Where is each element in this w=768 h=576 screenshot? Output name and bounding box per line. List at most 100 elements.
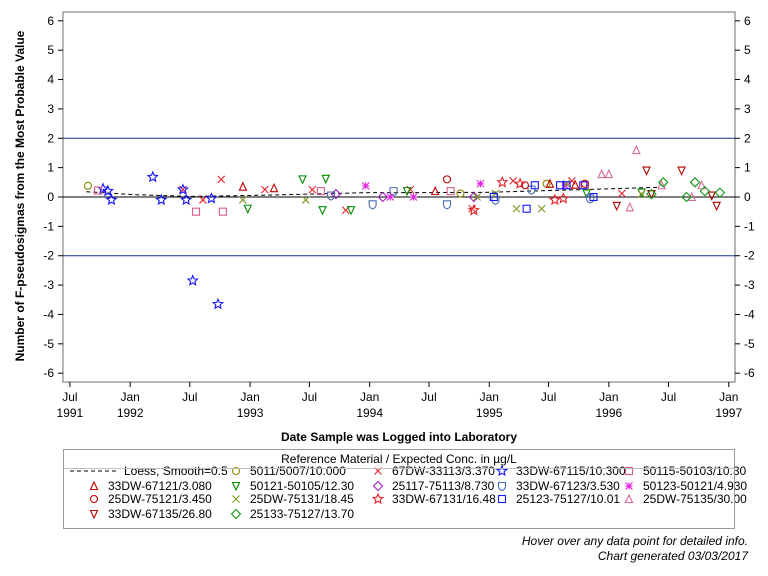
data-point[interactable] [362,182,369,189]
data-point[interactable] [638,189,645,197]
data-point[interactable] [447,188,454,195]
y-tick-label: 1 [47,161,54,175]
y-tick-label: -1 [43,219,54,233]
y-axis-title: Number of F-pseudosigmas from the Most P… [13,31,27,362]
data-point[interactable] [244,205,251,213]
data-point[interactable] [477,180,484,187]
y-tick-label: 0 [47,190,54,204]
x-tick-label-year: 1995 [476,406,503,420]
data-point[interactable] [513,205,520,212]
data-point[interactable] [633,146,640,154]
y-tick-label-right: 4 [744,73,751,87]
data-point[interactable] [538,205,545,212]
x-tick-label-month: Jul [302,390,317,404]
y-tick-label-right: 6 [744,14,751,28]
y-tick-label: -6 [43,366,54,380]
data-point[interactable] [626,203,633,211]
data-point[interactable] [515,179,525,188]
data-point[interactable] [715,188,724,197]
data-point[interactable] [643,167,650,175]
data-point[interactable] [432,187,439,195]
x-tick-label-month: Jan [120,390,139,404]
data-point[interactable] [322,175,329,183]
y-tick-label: -3 [43,278,54,292]
legend-title: Reference Material / Expected Conc. in µ… [64,452,734,466]
y-tick-label-right: -5 [744,337,755,351]
data-point[interactable] [84,182,91,189]
data-point[interactable] [605,170,612,178]
data-point[interactable] [708,192,715,200]
x-tick-label-year: 1996 [596,406,623,420]
legend-divider [64,468,734,469]
x-tick-label-month: Jul [541,390,556,404]
y-tick-label-right: -1 [744,219,755,233]
y-tick-label-right: -6 [744,366,755,380]
x-tick-label-year: 1991 [57,406,84,420]
y-tick-label: 2 [47,131,54,145]
x-tick-label-month: Jan [599,390,618,404]
y-tick-label-right: 3 [744,102,751,116]
data-point[interactable] [188,276,198,285]
data-point[interactable] [213,299,223,308]
y-tick-label-right: 5 [744,43,751,57]
y-tick-label-right: -3 [744,278,755,292]
y-tick-label: -4 [43,307,54,321]
data-point[interactable] [98,184,108,193]
data-point[interactable] [239,183,246,191]
x-tick-label-month: Jan [240,390,259,404]
data-point[interactable] [613,202,620,210]
x-tick-label-month: Jul [182,390,197,404]
y-tick-label: 4 [47,73,54,87]
generated-date: Chart generated 03/03/2017 [598,549,748,563]
y-tick-label: 3 [47,102,54,116]
data-point[interactable] [618,190,625,197]
data-point[interactable] [678,167,685,175]
data-point[interactable] [193,208,200,215]
data-point[interactable] [559,194,569,203]
y-tick-label-right: 0 [744,190,751,204]
data-point[interactable] [319,207,326,215]
x-tick-label-month: Jul [62,390,77,404]
data-point[interactable] [598,170,605,178]
data-point[interactable] [713,202,720,210]
y-tick-label: -2 [43,249,54,263]
data-point[interactable] [550,195,560,204]
data-point[interactable] [369,201,376,209]
data-point[interactable] [309,186,316,193]
legend: Reference Material / Expected Conc. in µ… [63,449,735,529]
data-point[interactable] [219,208,226,215]
data-point[interactable] [107,195,117,204]
data-point[interactable] [510,177,517,184]
y-tick-label-right: -2 [744,249,755,263]
data-point[interactable] [410,194,417,201]
data-point[interactable] [148,172,158,181]
data-point[interactable] [457,190,464,197]
y-tick-label-right: 2 [744,131,751,145]
data-point[interactable] [261,186,268,193]
y-tick-label: 5 [47,43,54,57]
data-point[interactable] [404,188,411,196]
y-tick-label: 6 [47,14,54,28]
y-tick-label: -5 [43,337,54,351]
data-point[interactable] [444,176,451,183]
x-tick-label-year: 1997 [715,406,742,420]
x-tick-label-year: 1993 [237,406,264,420]
data-point[interactable] [157,195,167,204]
data-point[interactable] [207,194,217,203]
data-point[interactable] [387,194,394,201]
data-point[interactable] [523,205,530,212]
x-tick-label-month: Jan [360,390,379,404]
hover-note: Hover over any data point for detailed i… [522,534,748,548]
x-tick-label-month: Jan [719,390,738,404]
data-point[interactable] [218,176,225,183]
data-point[interactable] [181,195,191,204]
data-point[interactable] [299,176,306,184]
x-tick-label-month: Jan [480,390,499,404]
x-tick-label-month: Jul [421,390,436,404]
y-tick-label-right: -4 [744,307,755,321]
data-point[interactable] [498,177,508,186]
x-tick-label-month: Jul [661,390,676,404]
data-point[interactable] [444,201,451,209]
data-point[interactable] [691,178,700,187]
data-point[interactable] [271,184,278,192]
